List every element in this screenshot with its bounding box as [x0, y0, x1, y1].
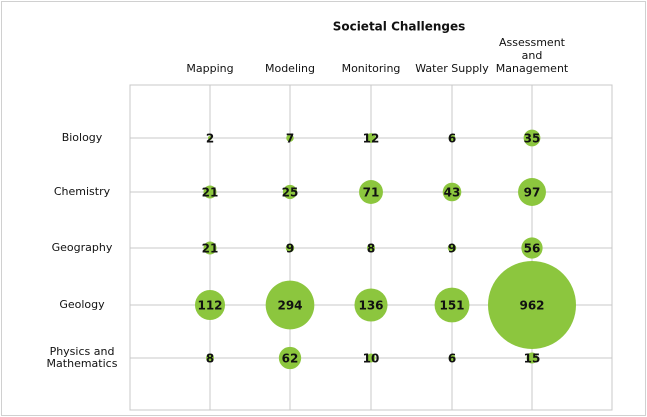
value-label: 2 [206, 132, 214, 146]
row-label: Physics and [50, 345, 115, 358]
column-label: Monitoring [342, 62, 401, 75]
bubble [205, 353, 215, 363]
row-label: Geography [52, 241, 113, 254]
row-label: Geology [59, 298, 105, 311]
value-label: 10 [363, 352, 380, 366]
bubble [448, 134, 456, 142]
column-label: Mapping [186, 62, 233, 75]
bubble [265, 280, 315, 330]
bubble [359, 180, 383, 204]
bubble [448, 354, 456, 362]
value-label: 43 [444, 186, 461, 200]
value-label: 62 [282, 352, 299, 366]
bubble [286, 134, 294, 142]
bubble [366, 243, 376, 253]
value-label: 25 [282, 186, 299, 200]
value-label: 136 [358, 299, 383, 313]
bubble [203, 241, 217, 255]
value-label: 6 [448, 132, 456, 146]
value-label: 8 [206, 352, 214, 366]
column-label: Modeling [265, 62, 315, 75]
bubble [207, 135, 213, 141]
value-label: 21 [202, 186, 219, 200]
bubble [488, 261, 576, 349]
bubble [278, 346, 302, 370]
bubble [354, 288, 388, 322]
bubble [442, 182, 462, 202]
bubble [523, 129, 541, 147]
bubble [518, 178, 546, 206]
value-label: 71 [363, 186, 380, 200]
chart-title: Societal Challenges [333, 20, 466, 34]
bubble [366, 133, 376, 143]
bubble [447, 243, 457, 253]
column-label: Water Supply [415, 62, 489, 75]
bubble [366, 353, 376, 363]
row-label: Chemistry [54, 185, 111, 198]
value-label: 21 [202, 242, 219, 256]
column-label: Assessment [499, 36, 566, 49]
bubble [526, 352, 538, 364]
bubble [285, 243, 295, 253]
value-label: 9 [448, 242, 456, 256]
bubble [521, 237, 543, 259]
row-label: Mathematics [47, 357, 118, 370]
value-label: 35 [524, 132, 541, 146]
column-label: Management [496, 62, 569, 75]
value-label: 9 [286, 242, 294, 256]
value-label: 15 [524, 352, 541, 366]
value-label: 56 [524, 242, 541, 256]
column-label: and [522, 49, 543, 62]
bubble [194, 289, 226, 321]
row-label: Biology [62, 131, 103, 144]
value-label: 151 [439, 299, 464, 313]
value-label: 12 [363, 132, 380, 146]
value-label: 97 [524, 186, 541, 200]
bubble [203, 185, 217, 199]
value-label: 7 [286, 132, 294, 146]
value-label: 6 [448, 352, 456, 366]
bubble [434, 287, 470, 323]
value-label: 112 [197, 299, 222, 313]
value-label: 294 [277, 299, 302, 313]
value-label: 8 [367, 242, 375, 256]
value-label: 962 [519, 299, 544, 313]
bubble [282, 184, 298, 200]
